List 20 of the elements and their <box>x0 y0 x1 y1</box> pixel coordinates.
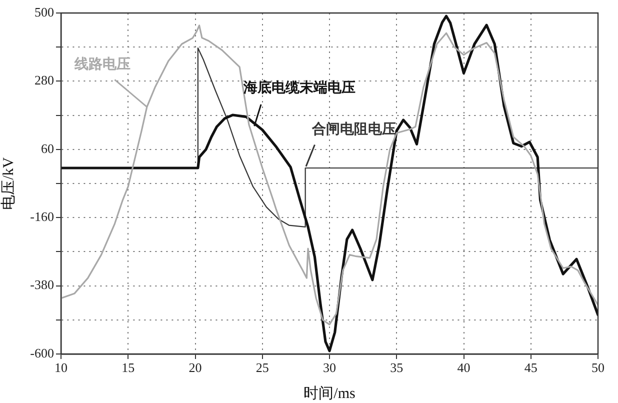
x-tick-label: 50 <box>592 360 604 376</box>
x-tick-label: 10 <box>54 360 68 376</box>
y-axis-title: 电压/kV <box>0 157 17 210</box>
series-label: 海底电缆末端电压 <box>242 78 356 96</box>
x-tick-label: 15 <box>122 360 135 376</box>
x-tick-label: 30 <box>323 360 336 376</box>
x-axis-title: 时间/ms <box>304 384 356 402</box>
y-tick-label: 500 <box>34 4 54 20</box>
x-tick-label: 25 <box>256 360 269 376</box>
y-tick-label: -160 <box>30 209 54 224</box>
y-tick-label: -600 <box>30 345 54 360</box>
text: 合闸电阻电压 <box>311 122 396 138</box>
x-tick-label: 40 <box>457 360 470 376</box>
x-tick-label: 45 <box>524 360 538 376</box>
text: 线路电压 <box>73 56 130 73</box>
x-tick-label: 20 <box>188 360 202 376</box>
y-tick-label: 280 <box>34 72 54 88</box>
y-tick-label: 60 <box>41 140 54 156</box>
y-tick-label: -380 <box>30 277 54 292</box>
x-tick-label: 35 <box>390 360 404 376</box>
